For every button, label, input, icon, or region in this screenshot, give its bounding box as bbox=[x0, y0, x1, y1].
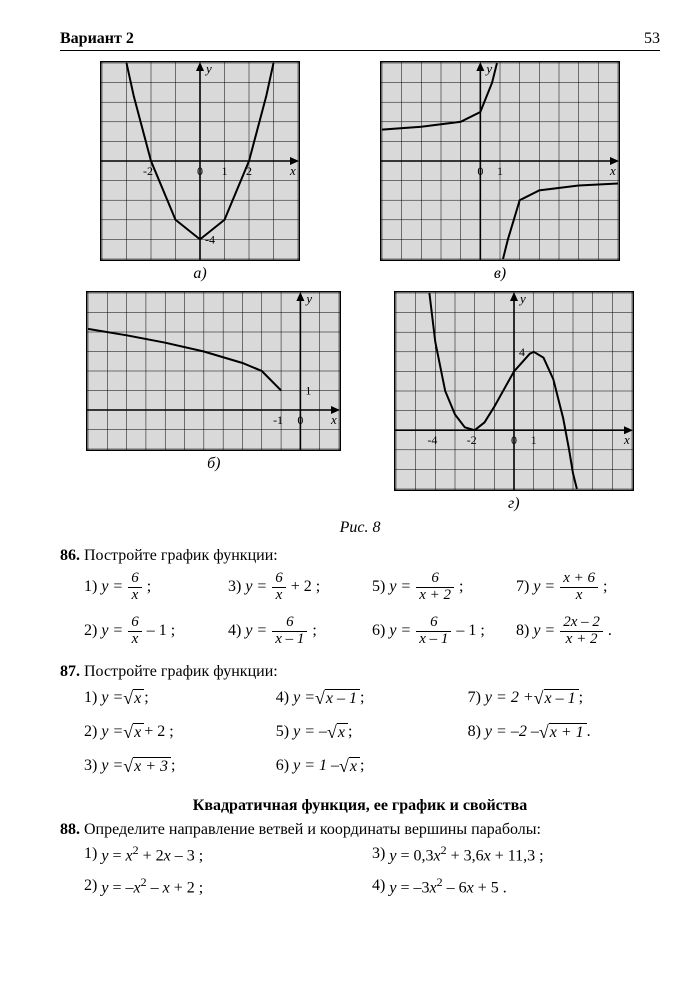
p86-items: 1) y = 6x ;3) y = 6x + 2 ;5) y = 6x + 2 … bbox=[84, 569, 660, 657]
p87-item: 7) y = 2 + √x – 1 ; bbox=[468, 685, 660, 711]
figure-caption: Рис. 8 bbox=[60, 519, 660, 537]
p87-item: 4) y = √x – 1 ; bbox=[276, 685, 468, 711]
svg-text:-1: -1 bbox=[273, 413, 283, 427]
svg-text:0: 0 bbox=[477, 164, 483, 178]
section-title: Квадратичная функция, ее график и свойст… bbox=[60, 797, 660, 815]
chart-a-svg: xy-2012-4 bbox=[100, 61, 300, 261]
p87-items: 1) y = √x ;4) y = √x – 1 ;7) y = 2 + √x … bbox=[84, 685, 660, 787]
charts-row-1: xy-2012-4 а) xy01 в) bbox=[60, 61, 660, 287]
p86-item: 6) y = 6x – 1 – 1 ; bbox=[372, 613, 516, 649]
p86-item: 3) y = 6x + 2 ; bbox=[228, 569, 372, 605]
p86-num: 86. bbox=[60, 547, 80, 564]
charts-row-2: xy-101 б) xy-4-2014 г) bbox=[60, 291, 660, 517]
problem-86: 86. Постройте график функции: 1) y = 6x … bbox=[60, 547, 660, 657]
svg-text:1: 1 bbox=[497, 164, 503, 178]
charts-grid: xy-2012-4 а) xy01 в) xy-101 б) xy-4-2014… bbox=[60, 61, 660, 517]
chart-v-svg: x y 01 bbox=[380, 61, 620, 261]
svg-text:4: 4 bbox=[519, 345, 525, 359]
p86-item: 8) y = 2x – 2x + 2 . bbox=[516, 613, 660, 649]
p86-item: 4) y = 6x – 1 ; bbox=[228, 613, 372, 649]
chart-g-label: г) bbox=[508, 495, 520, 513]
p87-item bbox=[468, 753, 660, 779]
svg-text:0: 0 bbox=[197, 164, 203, 178]
p86-text: Постройте график функции: bbox=[84, 547, 278, 564]
svg-text:0: 0 bbox=[298, 413, 304, 427]
svg-text:-2: -2 bbox=[143, 164, 153, 178]
svg-text:y: y bbox=[305, 291, 313, 306]
chart-b-svg: x y -1 0 1 bbox=[86, 291, 341, 451]
p88-item: 4) y = –3x2 – 6x + 5 . bbox=[372, 875, 660, 897]
p88-item: 3) y = 0,3x2 + 3,6x + 11,3 ; bbox=[372, 843, 660, 865]
chart-g-svg: x y -4 -2 01 4 bbox=[394, 291, 634, 491]
svg-text:1: 1 bbox=[222, 164, 228, 178]
p87-item: 6) y = 1 – √x ; bbox=[276, 753, 468, 779]
p88-item: 1) y = x2 + 2x – 3 ; bbox=[84, 843, 372, 865]
chart-a-label: а) bbox=[193, 265, 206, 283]
svg-text:1: 1 bbox=[530, 433, 536, 447]
p88-num: 88. bbox=[60, 821, 80, 838]
problem-88: 88. Определите направление ветвей и коор… bbox=[60, 821, 660, 908]
chart-v: x y 01 в) bbox=[380, 61, 620, 287]
p88-item: 2) y = –x2 – x + 2 ; bbox=[84, 875, 372, 897]
svg-text:x: x bbox=[623, 432, 630, 447]
p87-item: 2) y = √x + 2 ; bbox=[84, 719, 276, 745]
p87-text: Постройте график функции: bbox=[84, 663, 278, 680]
chart-a: xy-2012-4 а) bbox=[100, 61, 300, 287]
p86-item: 7) y = x + 6x ; bbox=[516, 569, 660, 605]
svg-text:1: 1 bbox=[306, 384, 312, 398]
p88-text: Определите направление ветвей и координа… bbox=[84, 821, 541, 838]
p87-item: 8) y = –2 – √x + 1 . bbox=[468, 719, 660, 745]
svg-text:0: 0 bbox=[511, 433, 517, 447]
p87-item: 3) y = √x + 3 ; bbox=[84, 753, 276, 779]
p87-item: 5) y = – √x ; bbox=[276, 719, 468, 745]
p86-item: 2) y = 6x – 1 ; bbox=[84, 613, 228, 649]
page-number: 53 bbox=[644, 30, 660, 48]
p87-num: 87. bbox=[60, 663, 80, 680]
chart-b-label: б) bbox=[207, 455, 220, 473]
svg-text:y: y bbox=[484, 61, 492, 76]
p86-item: 1) y = 6x ; bbox=[84, 569, 228, 605]
page-header: Вариант 2 53 bbox=[60, 30, 660, 51]
p87-item: 1) y = √x ; bbox=[84, 685, 276, 711]
svg-text:y: y bbox=[518, 291, 526, 306]
svg-text:y: y bbox=[204, 61, 212, 76]
svg-text:x: x bbox=[330, 412, 337, 427]
p88-items: 1) y = x2 + 2x – 3 ;3) y = 0,3x2 + 3,6x … bbox=[84, 843, 660, 908]
chart-g: x y -4 -2 01 4 г) bbox=[394, 291, 634, 517]
svg-text:-2: -2 bbox=[466, 433, 476, 447]
svg-text:x: x bbox=[609, 163, 616, 178]
chart-v-label: в) bbox=[494, 265, 506, 283]
problem-87: 87. Постройте график функции: 1) y = √x … bbox=[60, 663, 660, 787]
svg-text:-4: -4 bbox=[427, 433, 437, 447]
svg-text:x: x bbox=[289, 163, 296, 178]
p86-item: 5) y = 6x + 2 ; bbox=[372, 569, 516, 605]
chart-b: x y -1 0 1 б) bbox=[86, 291, 341, 517]
variant-label: Вариант 2 bbox=[60, 30, 134, 48]
